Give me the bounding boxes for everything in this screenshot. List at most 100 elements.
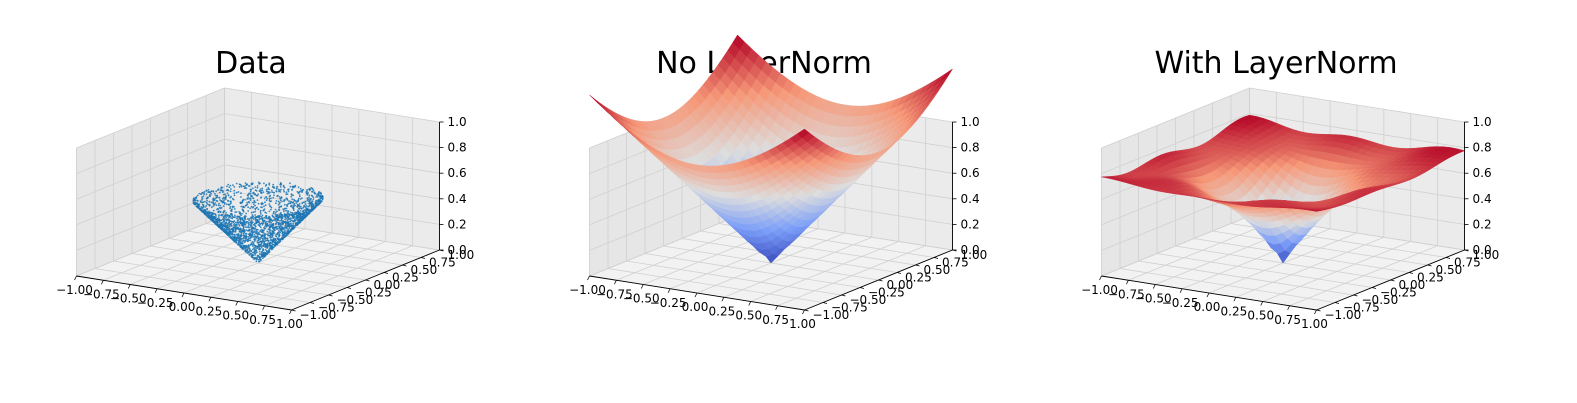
surface-patch <box>796 128 810 139</box>
scatter-point <box>314 192 316 195</box>
scatter-point <box>317 203 320 206</box>
scatter-point <box>223 203 226 205</box>
scatter-point <box>283 186 286 189</box>
y-tick-label: −0.75 <box>831 301 868 315</box>
scatter-point <box>212 201 214 204</box>
scatter-point <box>242 206 245 209</box>
scatter-point <box>278 202 281 205</box>
scatter-point <box>218 202 221 205</box>
scatter-point <box>247 185 250 187</box>
scatter-point <box>301 197 303 200</box>
scatter-point <box>222 210 225 213</box>
scatter-point <box>287 216 290 219</box>
scatter-point <box>252 226 255 229</box>
scatter-point <box>192 198 195 201</box>
y-tick-label: −1.00 <box>813 308 850 322</box>
scatter-point <box>242 246 245 249</box>
scatter-point <box>294 200 297 202</box>
scatter-point <box>265 246 268 248</box>
scatter-point <box>205 193 208 196</box>
scatter-point <box>228 219 231 222</box>
scatter-point <box>272 183 275 186</box>
scatter-point <box>276 243 279 246</box>
scatter-point <box>295 213 297 216</box>
scatter-point <box>215 204 218 207</box>
scatter-point <box>237 215 240 218</box>
scatter-point <box>291 201 294 204</box>
scatter-point <box>206 211 209 214</box>
y-tick-label: 1.00 <box>1473 248 1500 262</box>
x-tick-mark <box>614 280 617 285</box>
scatter-point <box>226 192 229 195</box>
chart-panel-2: No LayerNorm−1.00−0.75−0.50−0.250.00 0.25… <box>569 34 987 331</box>
scatter-point <box>257 243 260 245</box>
chart-panel-3: With LayerNorm−1.00−0.75−0.50−0.250.00 0.… <box>1081 46 1499 331</box>
scatter-point <box>248 217 251 220</box>
scatter-point <box>243 234 245 237</box>
scatter-point <box>298 192 300 194</box>
scatter-point <box>313 207 316 210</box>
scatter-point <box>286 225 289 227</box>
scatter-point <box>241 222 244 225</box>
scatter-point <box>301 218 304 220</box>
scatter-point <box>275 187 278 190</box>
y-tick-label: 0.75 <box>429 256 456 270</box>
scatter-point <box>205 214 208 217</box>
scatter-point <box>293 218 296 221</box>
scatter-point <box>273 186 276 189</box>
scatter-point <box>261 231 263 233</box>
scatter-point <box>252 236 255 238</box>
y-tick-mark <box>1353 294 1358 297</box>
scatter-point <box>248 245 251 248</box>
scatter-point <box>234 211 237 214</box>
scatter-point <box>249 224 252 227</box>
scatter-point <box>208 204 211 207</box>
scatter-point <box>261 189 264 192</box>
scatter-point <box>253 251 256 254</box>
y-tick-label: 0.00 <box>374 278 401 292</box>
y-tick-label: −0.75 <box>1343 301 1380 315</box>
scatter-point <box>268 234 270 237</box>
scatter-point <box>299 198 302 200</box>
scatter-point <box>266 192 269 195</box>
scatter-point <box>305 191 308 194</box>
scatter-point <box>204 200 206 203</box>
z-tick-label: 0.2 <box>961 217 980 231</box>
scatter-point <box>241 201 244 204</box>
x-tick-mark <box>1260 301 1264 306</box>
scatter-point <box>235 182 238 185</box>
scatter-point <box>280 219 283 222</box>
x-tick-mark <box>289 309 292 315</box>
scatter-point <box>222 228 225 231</box>
scatter-point <box>281 232 284 234</box>
scatter-point <box>286 193 289 196</box>
x-tick-label: −1.00 <box>1081 283 1118 297</box>
scatter-point <box>259 211 262 214</box>
scatter-point <box>308 208 310 211</box>
scatter-point <box>241 240 244 243</box>
scatter-point <box>196 194 199 197</box>
scatter-point <box>265 226 268 228</box>
scatter-point <box>247 196 250 199</box>
scatter-points <box>192 181 324 263</box>
scatter-point <box>269 205 272 208</box>
scatter-point <box>259 240 262 243</box>
scatter-point <box>245 215 247 218</box>
scatter-point <box>196 199 198 202</box>
scatter-point <box>298 211 300 214</box>
scatter-point <box>228 228 231 230</box>
x-tick-label: 0.75 <box>762 313 789 327</box>
scatter-point <box>249 199 252 202</box>
scatter-point <box>256 185 259 187</box>
scatter-point <box>310 200 313 203</box>
scatter-point <box>267 190 269 193</box>
scatter-point <box>243 225 245 228</box>
scatter-point <box>257 224 260 226</box>
scatter-point <box>243 187 246 190</box>
z-tick-label: 0.8 <box>448 141 467 155</box>
y-tick-label: −0.50 <box>1362 293 1399 307</box>
scatter-point <box>290 193 293 196</box>
scatter-point <box>233 216 236 219</box>
scatter-point <box>276 215 278 218</box>
scatter-point <box>253 244 256 247</box>
